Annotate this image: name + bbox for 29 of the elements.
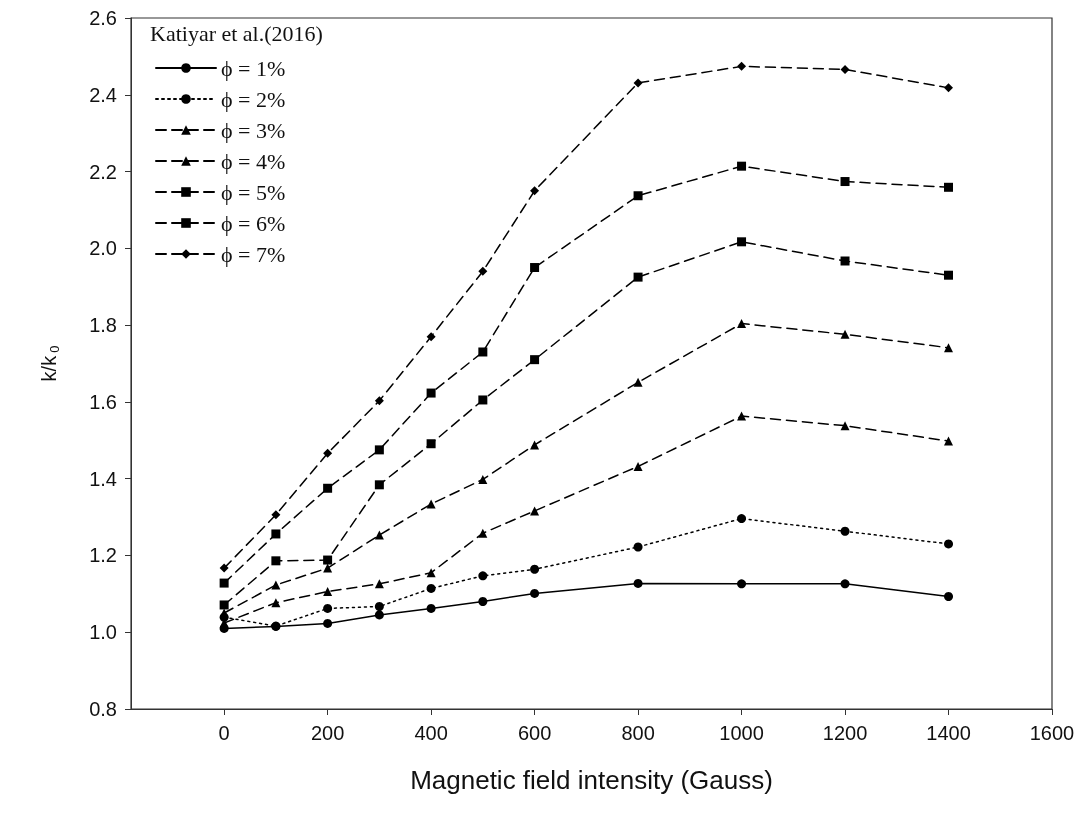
y-tick-label: 1.4: [89, 467, 117, 490]
y-tick-label: 1.0: [89, 621, 117, 644]
y-tick-label: 2.2: [89, 160, 117, 183]
y-tick-label: 1.6: [89, 390, 117, 413]
x-tick-label: 0: [218, 722, 230, 744]
y-axis-title: k/k0: [37, 345, 62, 382]
legend-label: ϕ = 7%: [221, 241, 286, 267]
legend-label: ϕ = 1%: [221, 55, 286, 81]
y-tick-label: 0.8: [89, 698, 117, 720]
y-tick-label: 2.6: [89, 7, 117, 29]
y-tick-label: 2.0: [89, 237, 117, 260]
y-tick-label: 1.8: [89, 314, 117, 337]
y-tick-label: 2.4: [89, 83, 117, 106]
legend-label: ϕ = 2%: [221, 86, 286, 112]
legend-label: ϕ = 3%: [221, 117, 286, 143]
x-tick-label: 600: [517, 722, 552, 744]
x-tick-label: 200: [310, 722, 345, 744]
x-tick-label: 400: [414, 722, 448, 744]
y-tick-label: 1.2: [89, 544, 117, 567]
x-tick-label: 1000: [719, 722, 764, 744]
x-axis-title: Magnetic field intensity (Gauss): [410, 765, 773, 795]
legend-title: Katiyar et al.(2016): [150, 20, 323, 46]
x-tick-label: 1200: [822, 722, 868, 744]
x-tick-label: 800: [621, 722, 655, 744]
legend-label: ϕ = 5%: [221, 179, 286, 205]
legend-label: ϕ = 4%: [221, 148, 286, 174]
x-tick-label: 1600: [1029, 722, 1075, 744]
x-tick-label: 1400: [926, 722, 971, 744]
legend-label: ϕ = 6%: [221, 210, 286, 236]
